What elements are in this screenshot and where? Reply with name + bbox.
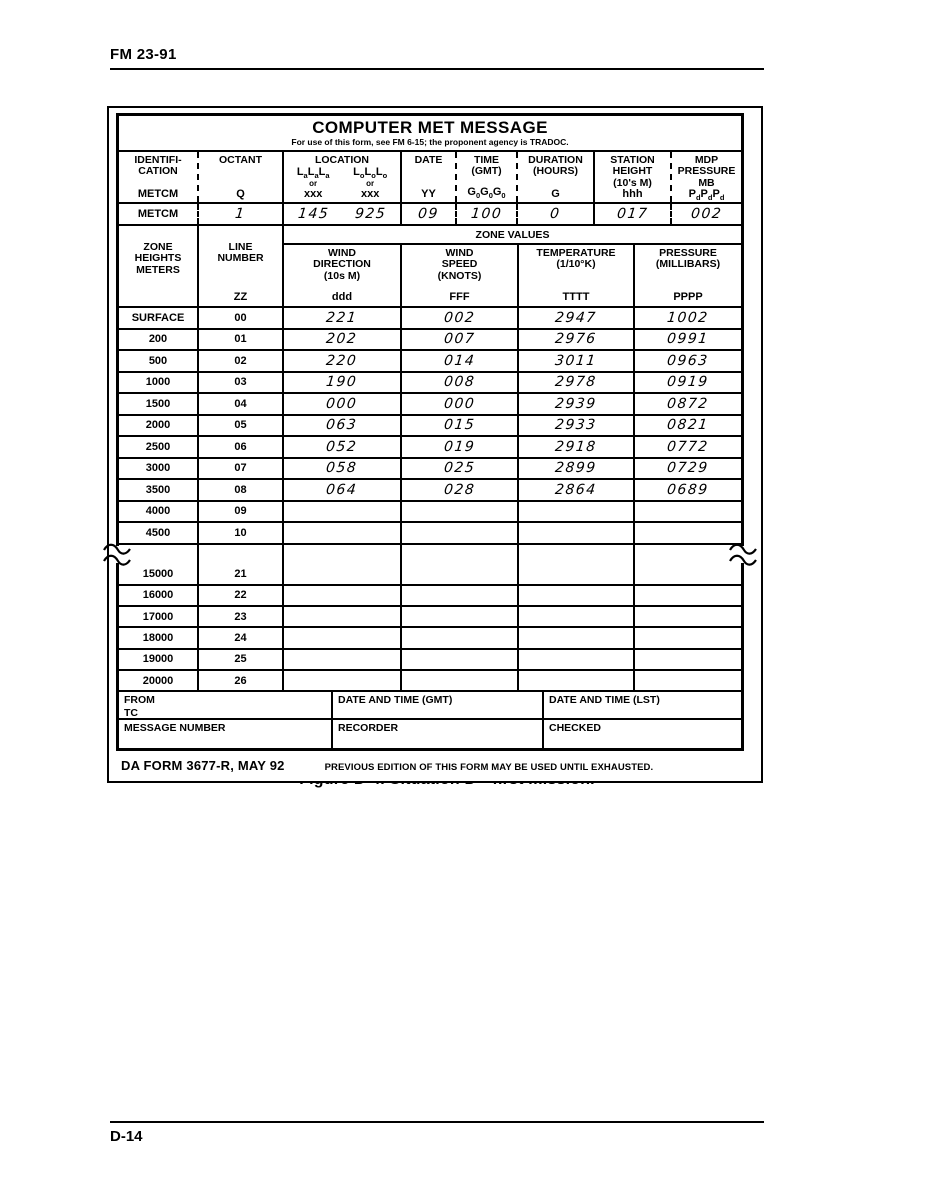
- zone-row: 19000 25: [119, 649, 741, 671]
- col-octant: OCTANT Q: [199, 152, 284, 202]
- date-time-gmt-field: DATE AND TIME (GMT): [333, 692, 544, 719]
- zone-row: 20000 26: [119, 670, 741, 693]
- zone-row: 3500 08 064 028 2864 0689: [119, 480, 741, 502]
- form-title-band: COMPUTER MET MESSAGE For use of this for…: [119, 116, 741, 152]
- table-break-band: [103, 543, 757, 566]
- col-pressure: PRESSURE (MILLIBARS) PPPP: [655, 247, 721, 303]
- date-time-lst-field: DATE AND TIME (LST): [549, 694, 660, 707]
- location-lon-stack: LoLoLo or xxx: [353, 166, 388, 200]
- break-squiggle-icon: [729, 543, 757, 566]
- footer-rule: [110, 1121, 764, 1123]
- form-id: DA FORM 3677-R, MAY 92: [121, 758, 285, 773]
- zone-row: 17000 23: [119, 607, 741, 629]
- zone-row: 15000 21: [119, 564, 741, 586]
- location-lat-code: LaLaLa: [296, 166, 330, 181]
- location-lon-code: LoLoLo: [353, 166, 388, 181]
- zone-row: 2500 06 052 019 2918 0772: [119, 437, 741, 459]
- header-rule: [110, 68, 764, 70]
- station-header-row: IDENTIFI- CATION METCM OCTANT Q LOCATION…: [119, 152, 741, 204]
- entry-date: 09: [402, 204, 457, 224]
- document-reference: FM 23-91: [110, 46, 177, 63]
- zone-row: 200 01 202 007 2976 0991: [119, 329, 741, 351]
- edition-note: PREVIOUS EDITION OF THIS FORM MAY BE USE…: [324, 762, 654, 773]
- location-lat-stack: LaLaLa or xxx: [296, 166, 330, 200]
- recorder-field: RECORDER: [333, 720, 544, 749]
- from-tc-field: FROM TC: [119, 692, 333, 719]
- col-location: LOCATION LaLaLa or xxx LoLoLo or xxx: [284, 152, 402, 202]
- entry-longitude: 925: [354, 206, 388, 222]
- entry-octant: 1: [199, 204, 284, 224]
- entry-identification: METCM: [119, 204, 199, 224]
- message-number-field: MESSAGE NUMBER: [119, 720, 333, 749]
- col-wind-speed: WIND SPEED (KNOTS) FFF: [402, 245, 519, 306]
- col-line-number: LINE NUMBER ZZ: [199, 226, 284, 306]
- entry-time: 100: [457, 204, 518, 224]
- entry-mdp-pressure: 002: [690, 206, 723, 222]
- from-row: FROM TC DATE AND TIME (GMT) DATE AND TIM…: [119, 692, 741, 721]
- col-zone-heights: ZONE HEIGHTS METERS: [119, 226, 199, 306]
- zone-row: 16000 22: [119, 585, 741, 608]
- form-title: COMPUTER MET MESSAGE: [312, 117, 548, 137]
- zone-row: SURFACE 00 221 002 2947 1002: [119, 308, 741, 330]
- col-date: DATE YY: [402, 152, 457, 202]
- zone-values-label: ZONE VALUES: [284, 226, 741, 245]
- zone-row: 3000 07 058 025 2899 0729: [119, 458, 741, 480]
- form-table: COMPUTER MET MESSAGE For use of this for…: [103, 113, 757, 751]
- zone-row: 500 02 220 014 3011 0963: [119, 351, 741, 373]
- zone-row: 18000 24: [119, 628, 741, 650]
- col-wind-direction: WIND DIRECTION (10s M) ddd: [284, 245, 402, 306]
- mdp-code: PdPdPd: [688, 187, 725, 202]
- col-mdp-pressure: MDP PRESSURE MB PdPdPd: [677, 154, 736, 202]
- zone-row: 1000 03 190 008 2978 0919: [119, 372, 741, 394]
- page-number: D-14: [110, 1128, 143, 1145]
- entry-location: 145 925: [284, 204, 402, 224]
- col-time: TIME (GMT) G0G0G0: [457, 152, 518, 202]
- met-message-form: COMPUTER MET MESSAGE For use of this for…: [103, 106, 763, 783]
- col-identification: IDENTIFI- CATION METCM: [119, 152, 199, 202]
- zone-row: 2000 05 063 015 2933 0821: [119, 415, 741, 437]
- form-id-strip: DA FORM 3677-R, MAY 92 PREVIOUS EDITION …: [121, 758, 751, 773]
- col-duration: DURATION (HOURS) G: [518, 152, 595, 202]
- checked-field: CHECKED: [549, 722, 601, 735]
- col-station-height: STATION HEIGHT (10's M) hhh: [595, 152, 672, 202]
- zone-values-group: ZONE VALUES WIND DIRECTION (10s M) ddd W…: [284, 226, 741, 306]
- time-code: G0G0G0: [467, 186, 506, 201]
- zone-row: 1500 04 000 000 2939 0872: [119, 394, 741, 416]
- col-temperature: TEMPERATURE (1/10°K) TTTT: [519, 245, 635, 306]
- break-squiggle-icon: [103, 543, 131, 566]
- zone-row: 4500 10: [119, 523, 741, 545]
- form-subtitle: For use of this form, see FM 6-15; the p…: [291, 137, 569, 148]
- zone-row: 4000 09: [119, 501, 741, 523]
- zone-header-band: ZONE HEIGHTS METERS LINE NUMBER ZZ ZONE …: [119, 226, 741, 308]
- entry-station-height: 017: [595, 204, 672, 224]
- entry-latitude: 145: [296, 206, 330, 222]
- entry-duration: 0: [518, 204, 595, 224]
- station-entry-row: METCM 1 145 925 09 100 0 017 002: [119, 204, 741, 226]
- message-number-row: MESSAGE NUMBER RECORDER CHECKED: [119, 720, 741, 749]
